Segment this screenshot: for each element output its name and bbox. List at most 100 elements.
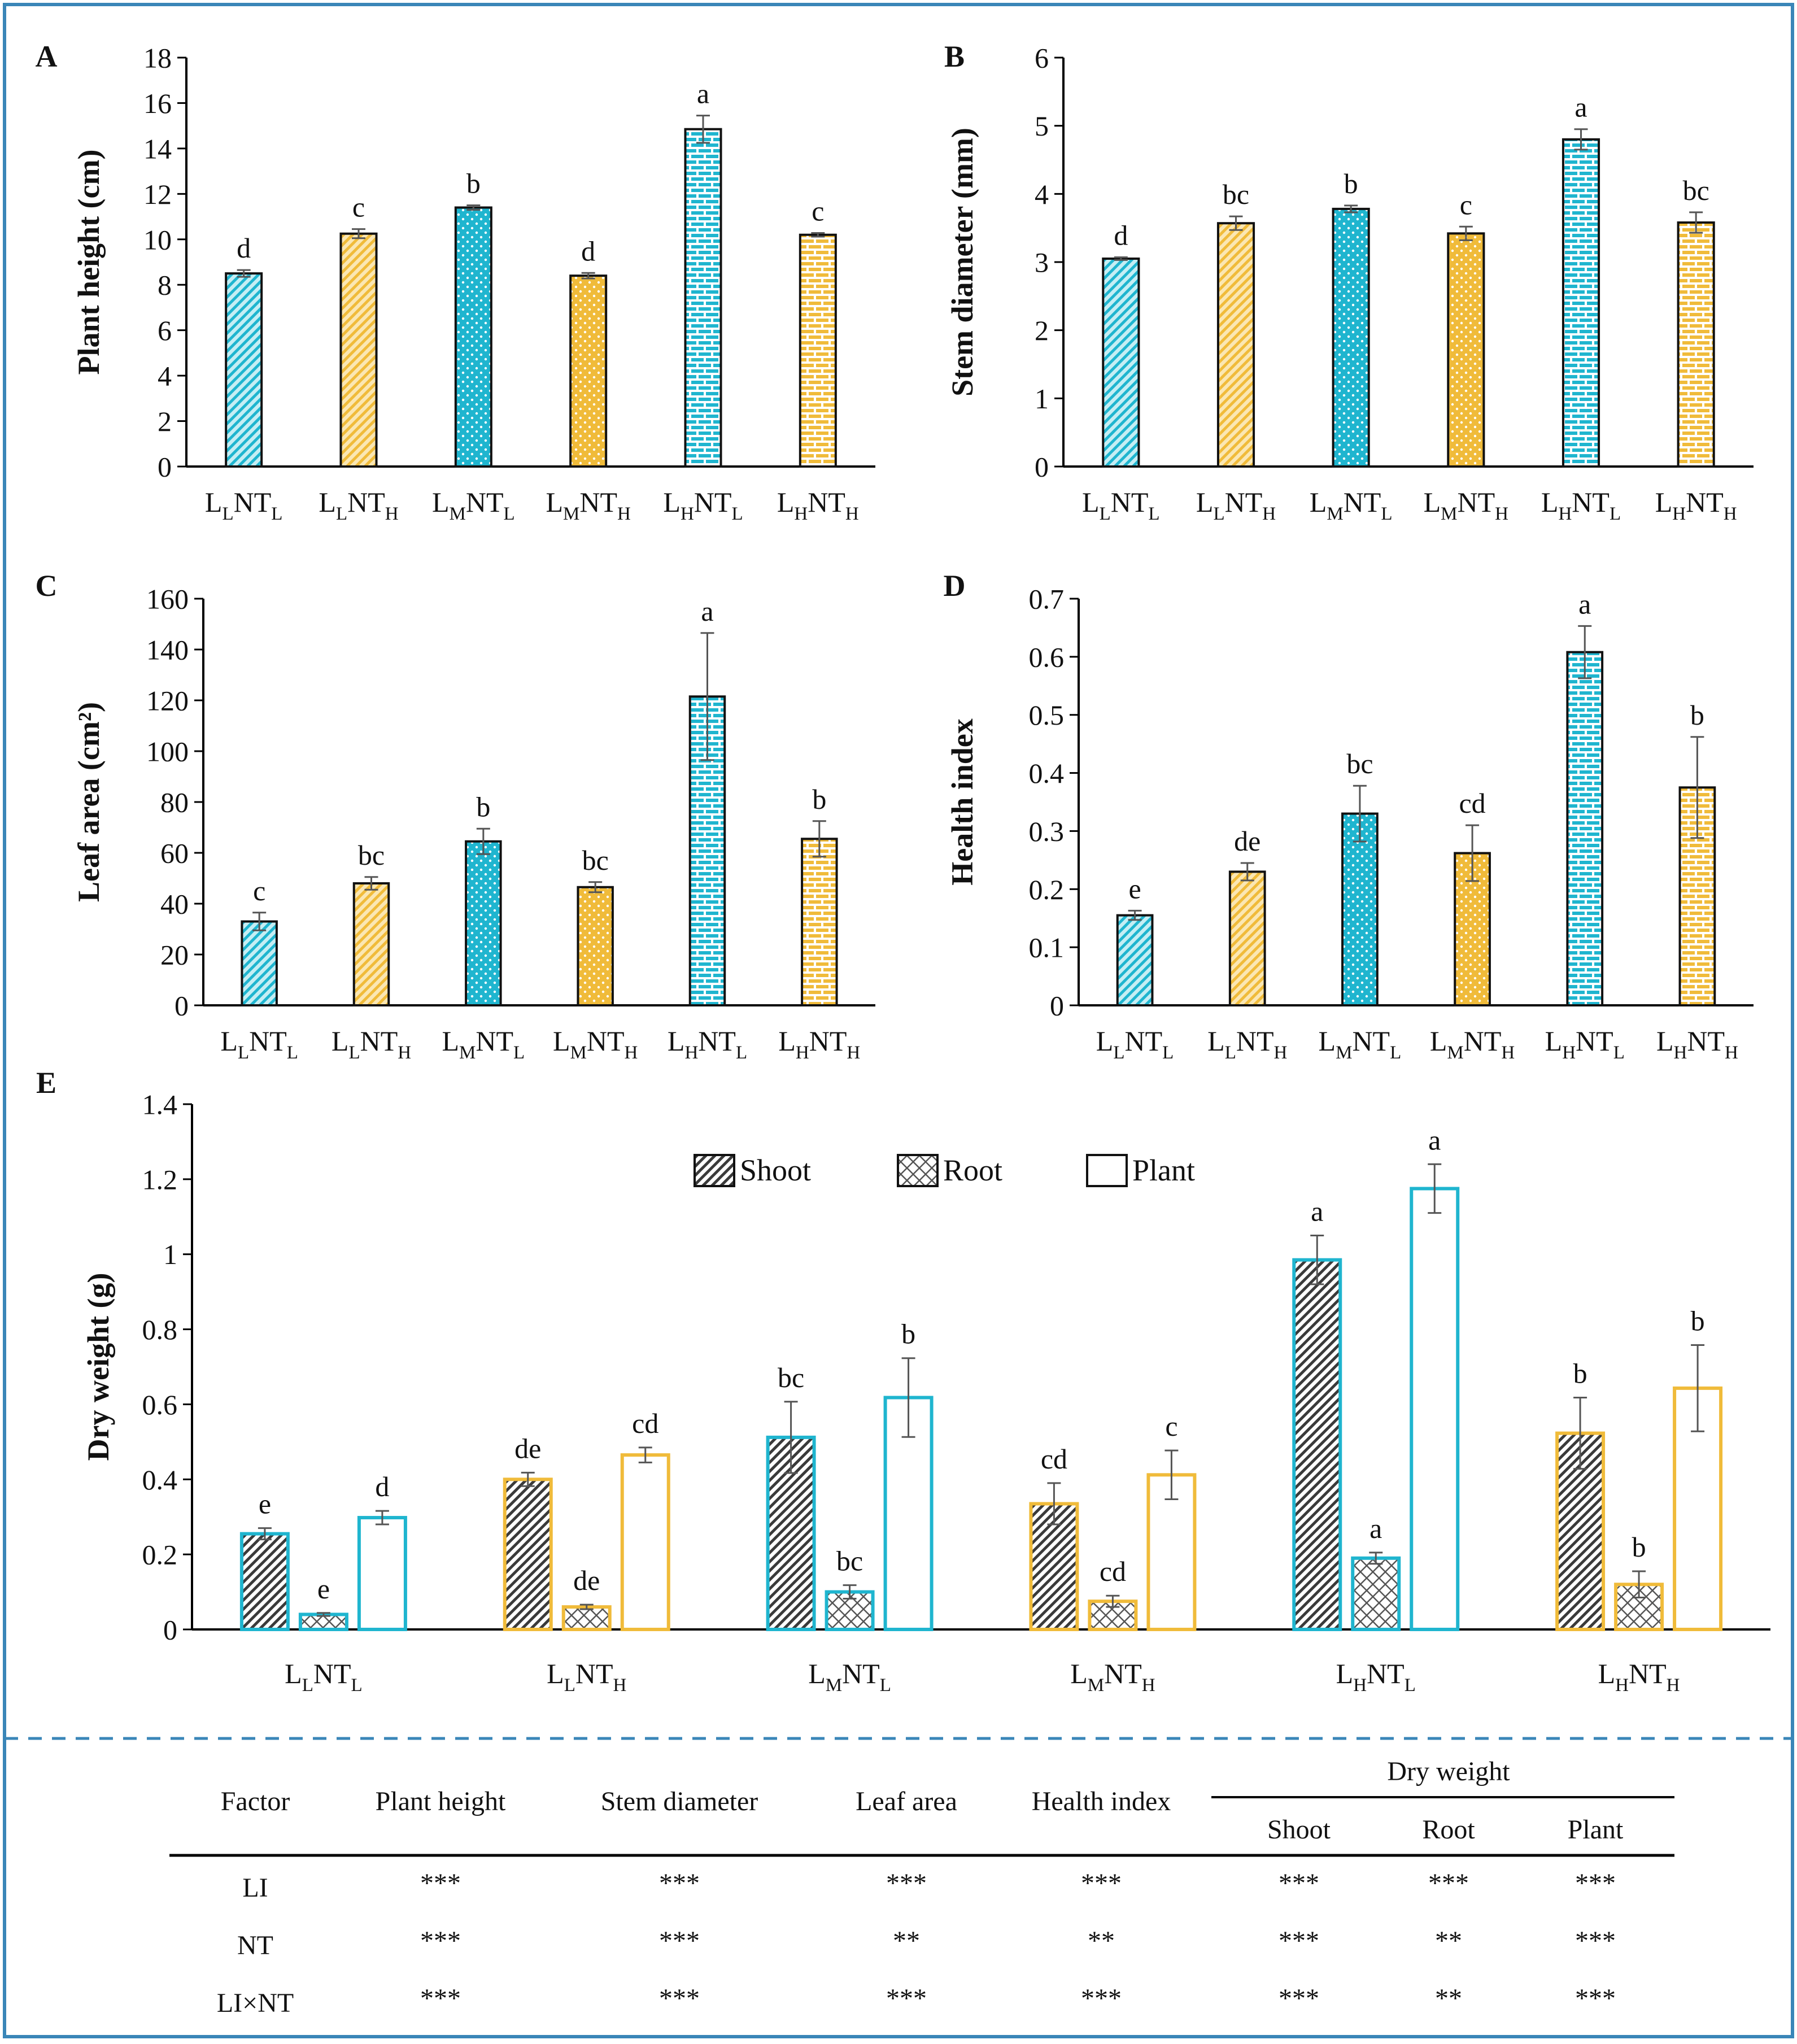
x-tick-label-part: NT [1464,1025,1502,1057]
significance-letter: c [812,195,824,227]
x-tick-label-subscript: H [847,1043,860,1063]
x-tick-label-subscript: L [1100,504,1111,524]
anova-table: Factor Plant height Stem diameter Leaf area… [169,1757,1674,2018]
table-factor-cell: LI×NT [217,1988,294,2018]
y-tick-label: 14 [143,133,172,164]
x-tick-label: LHNTH [1656,1025,1738,1063]
bar [1562,138,1600,468]
x-tick-label-part: L [1319,1025,1336,1057]
x-tick-label-part: L [547,1658,564,1689]
significance-letter: b [901,1318,915,1350]
x-tick-label: LHNTL [1541,486,1621,524]
x-tick-label: LLNTL [285,1658,363,1696]
panel-letter: D [944,569,966,603]
x-tick-label-part: L [1082,486,1100,518]
x-tick-label: LHNTL [1545,1025,1625,1063]
y-tick-label: 5 [1035,110,1049,142]
x-tick-label: LLNTH [1207,1025,1287,1063]
x-tick-label-part: NT [1236,1025,1274,1057]
y-tick-label: 4 [1035,178,1049,210]
x-tick-label-part: NT [249,1025,287,1057]
bar-root [561,1605,612,1631]
bar [339,232,378,468]
x-tick-label-subscript: H [617,504,631,524]
x-tick-label-subscript: H [794,504,808,524]
bar [1116,914,1154,1006]
significance-letter: cd [1459,787,1485,819]
x-tick-label-subscript: L [880,1675,891,1696]
y-tick-label: 10 [143,224,172,255]
significance-letter: cd [1041,1443,1067,1475]
y-axis-title: Stem diameter (mm) [945,128,979,396]
x-tick-label-subscript: L [222,504,233,524]
y-tick-label: 0.4 [142,1464,178,1496]
y-tick-label: 0 [163,1614,177,1646]
y-tick-label: 140 [146,634,189,666]
x-tick-label-part: L [1196,486,1214,518]
y-tick-label: 0.4 [1029,757,1065,789]
x-tick-label-part: NT [809,1025,847,1057]
table-significance-cell: *** [420,1868,461,1898]
y-tick-label: 120 [146,685,189,717]
x-tick-label-subscript: H [845,504,859,524]
y-tick-label: 0 [158,451,172,483]
significance-letter: e [317,1573,330,1605]
table-factor-cell: LI [242,1873,268,1903]
y-tick-label: 0.7 [1029,583,1065,615]
legend-swatch-plant [1086,1154,1128,1187]
significance-letter: d [1114,220,1128,251]
significance-letter: a [1574,91,1587,123]
x-tick-label-part: L [546,486,563,518]
significance-letter: b [1690,699,1704,731]
x-tick-label-part: NT [476,1025,513,1057]
legend-swatch-shoot [693,1154,735,1187]
significance-letter: b [1573,1357,1587,1389]
x-tick-label-subscript: L [351,1675,363,1696]
x-tick-label-subscript: L [1613,1043,1625,1063]
y-tick-label: 1 [163,1239,177,1270]
table-subheader-cell: Root [1422,1815,1475,1845]
x-tick-label-subscript: H [684,1043,698,1063]
table-header-cell: Plant height [376,1786,506,1816]
x-tick-label-subscript: H [1142,1675,1155,1696]
x-tick-label-part: L [442,1025,459,1057]
x-tick-label-part: L [1430,1025,1447,1057]
x-tick-label-part: L [1656,1025,1674,1057]
bar [801,838,838,1006]
y-tick-label: 6 [158,315,172,346]
x-tick-label-part: NT [1576,1025,1613,1057]
y-tick-label: 0 [1035,451,1049,483]
x-tick-label: LMNTL [432,486,515,524]
x-tick-label-subscript: M [1088,1675,1104,1696]
y-axis-title: Dry weight (g) [81,1273,115,1461]
x-tick-label-part: L [1545,1025,1563,1057]
x-tick-label: LHNTH [1655,486,1737,524]
significance-letter: b [812,783,826,815]
x-tick-label-subscript: H [1562,1043,1576,1063]
x-tick-label-subscript: L [336,504,347,524]
x-tick-label-part: L [432,486,450,518]
y-tick-label: 2 [158,406,172,437]
x-tick-label-subscript: M [450,504,466,524]
bar-shoot [1555,1431,1606,1632]
x-tick-label-subscript: L [1213,504,1224,524]
significance-letter: bc [1346,748,1373,779]
x-tick-label-part: NT [1344,486,1381,518]
x-tick-label: LLNTL [1082,486,1160,524]
y-tick-label: 0.2 [1029,874,1065,905]
x-tick-label-part: L [1310,486,1327,518]
x-tick-label-subscript: M [563,504,579,524]
x-tick-label-part: L [553,1025,570,1057]
x-tick-label-subscript: H [1615,1675,1629,1696]
bar-shoot [1292,1258,1342,1631]
x-tick-label-part: L [1598,1658,1616,1689]
y-axis-title: Leaf area (cm²) [72,702,106,902]
bar-shoot [239,1532,290,1632]
bar [1332,207,1370,468]
bar [1102,257,1140,468]
significance-letter: bc [582,844,609,876]
x-tick-label-subscript: L [287,1043,298,1063]
x-tick-label-subscript: H [613,1675,627,1696]
